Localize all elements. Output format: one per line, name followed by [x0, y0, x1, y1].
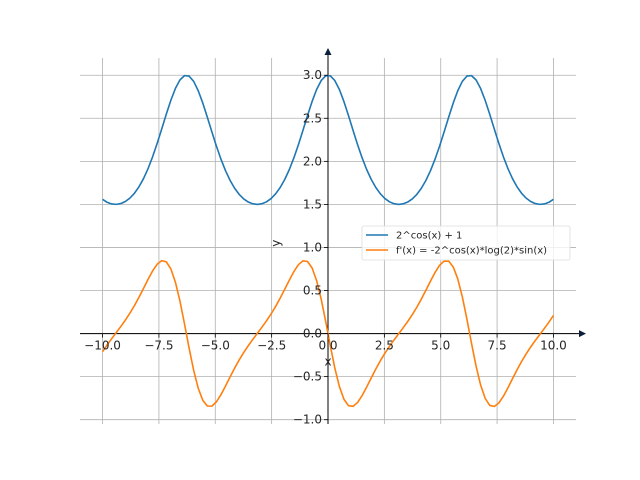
x-tick-label: −5.0: [201, 339, 230, 353]
y-tick-label: 1.5: [303, 197, 322, 211]
y-tick-label: 1.0: [303, 240, 322, 254]
x-tick-label: −7.5: [144, 339, 173, 353]
x-tick-label: 2.5: [375, 339, 394, 353]
y-tick-label: 3.0: [303, 68, 322, 82]
y-tick-label: 0.0: [303, 327, 322, 341]
x-tick-label: 10.0: [540, 339, 567, 353]
x-tick-label: 0.0: [318, 339, 337, 353]
y-tick-label: −1.0: [293, 413, 322, 427]
legend-entry-1: 2^cos(x) + 1: [396, 231, 462, 242]
x-tick-label: −10.0: [84, 339, 121, 353]
legend-entry-2: f'(x) = -2^cos(x)*log(2)*sin(x): [396, 246, 547, 257]
x-axis-label: x: [324, 355, 331, 369]
legend: 2^cos(x) + 1 f'(x) = -2^cos(x)*log(2)*sin…: [361, 225, 571, 261]
x-tick-label: 5.0: [431, 339, 450, 353]
series-line-1: [102, 74, 554, 206]
y-tick-label: 2.0: [303, 154, 322, 168]
tick-labels: −10.0 −7.5 −5.0 −2.5 0.0 2.5 5.0 7.5 10.0 −1.0 −0.…: [84, 68, 567, 426]
x-axis-arrow-icon: [579, 330, 586, 338]
y-tick-label: −0.5: [293, 370, 322, 384]
y-tick-label: 0.5: [303, 284, 322, 298]
x-tick-label: 7.5: [488, 339, 507, 353]
y-tick-label: 2.5: [303, 111, 322, 125]
y-axis-arrow-icon: [324, 48, 332, 55]
legend-box: [361, 225, 571, 261]
x-tick-label: −2.5: [257, 339, 286, 353]
y-axis-label: y: [269, 240, 283, 247]
axes: [80, 48, 586, 424]
